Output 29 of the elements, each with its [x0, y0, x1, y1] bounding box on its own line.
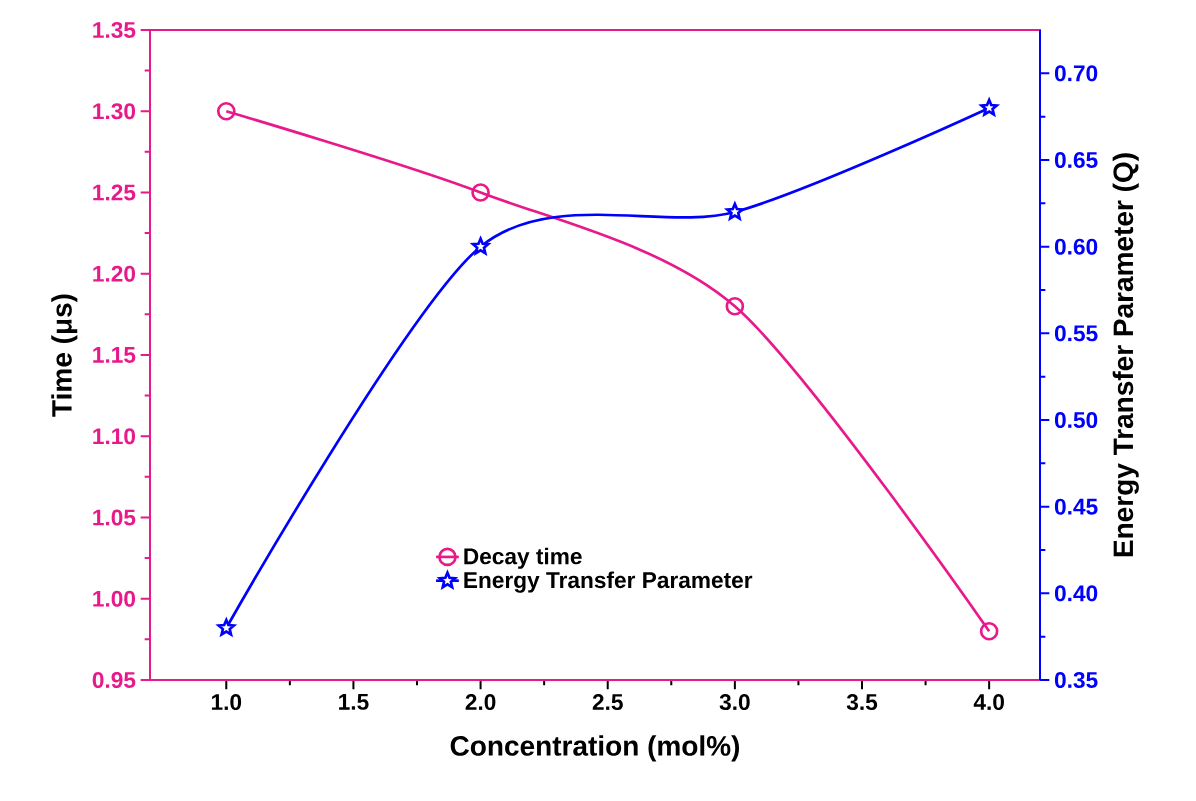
- y-tick-label: 1.30: [93, 103, 136, 120]
- legend-label: Energy Transfer Parameter: [464, 571, 753, 593]
- x-tick-label: 4.0: [973, 694, 1004, 711]
- y-tick-label: 1.10: [93, 428, 136, 445]
- y2-tick-label: 0.55: [1054, 325, 1098, 342]
- x-tick-label: 1.0: [211, 694, 242, 711]
- y2-tick-label: 0.45: [1054, 498, 1098, 515]
- y2-axis-title: Energy Transfer Parameter (Q): [1112, 153, 1139, 557]
- y-tick-label: 1.35: [93, 21, 136, 39]
- y2-tick-label: 0.40: [1054, 585, 1098, 602]
- x-tick-label: 2.5: [592, 694, 623, 711]
- y-axis-title: Time (μs): [51, 294, 78, 417]
- y2-tick-label: 0.35: [1054, 671, 1098, 689]
- y2-tick-label: 0.65: [1054, 151, 1098, 169]
- x-tick-label: 2.0: [465, 694, 496, 711]
- y-tick-label: 1.00: [93, 590, 136, 607]
- y-tick-label: 1.15: [93, 347, 136, 363]
- y2-tick-label: 0.50: [1054, 411, 1098, 429]
- x-tick-label: 3.0: [719, 694, 750, 711]
- x-tick-label: 3.5: [846, 694, 878, 711]
- y-tick-label: 1.05: [93, 509, 136, 526]
- y2-tick-label: 0.60: [1054, 238, 1098, 255]
- y2-tick-label: 0.70: [1054, 65, 1098, 82]
- y-tick-label: 1.25: [93, 184, 136, 201]
- y-tick-label: 1.20: [93, 265, 136, 282]
- x-axis-title: Concentration (mol%): [450, 735, 740, 762]
- y-tick-label: 0.95: [92, 671, 136, 689]
- legend-label: Decay time: [464, 547, 582, 569]
- x-tick-label: 1.5: [339, 694, 369, 710]
